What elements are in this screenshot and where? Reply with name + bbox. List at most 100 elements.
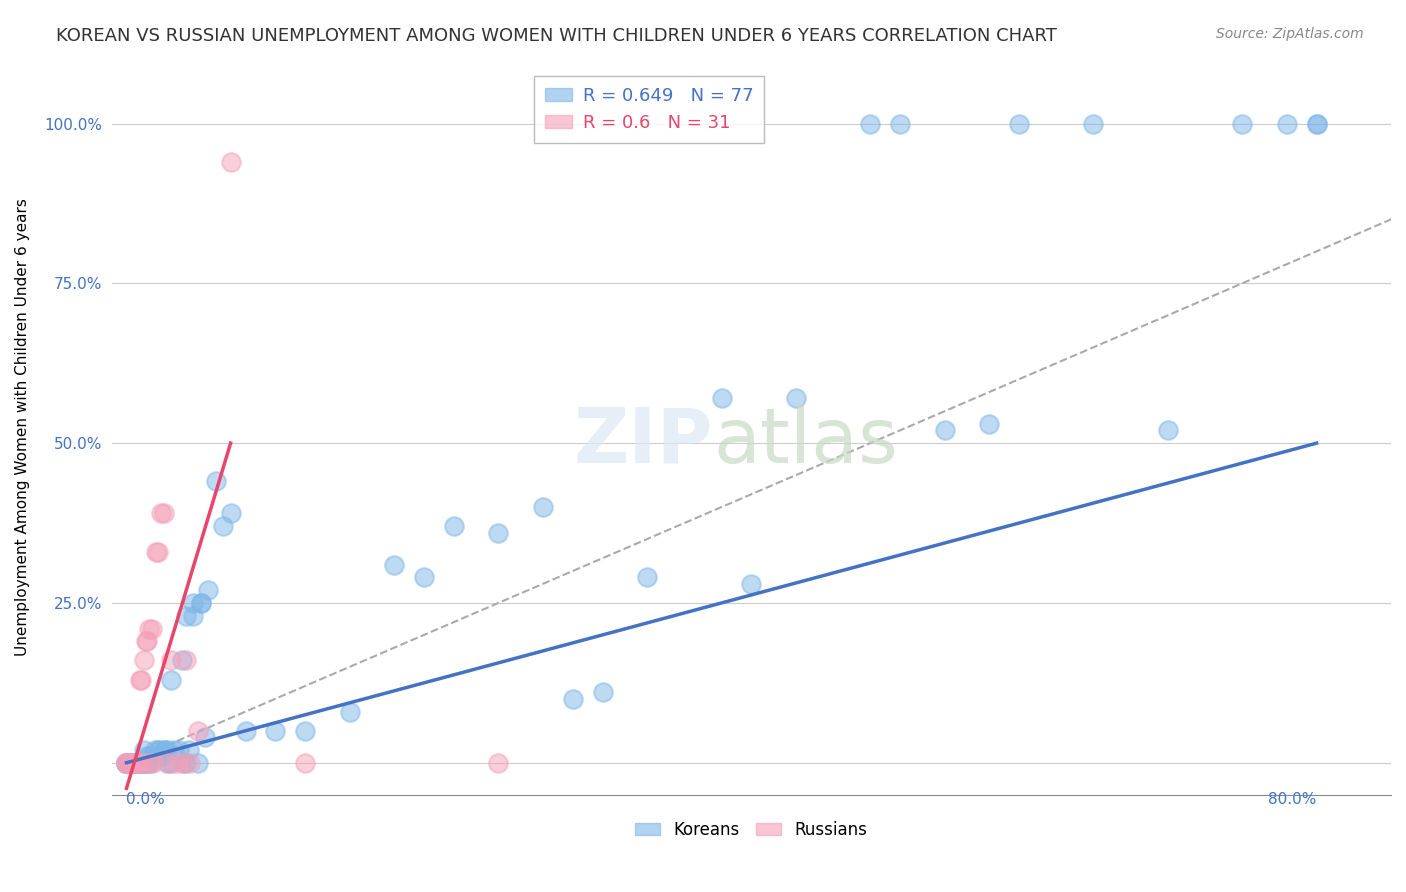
Text: KOREAN VS RUSSIAN UNEMPLOYMENT AMONG WOMEN WITH CHILDREN UNDER 6 YEARS CORRELATI: KOREAN VS RUSSIAN UNEMPLOYMENT AMONG WOM… [56, 27, 1057, 45]
Point [486, 525, 509, 540]
Point [179, 756, 201, 770]
Point [174, 653, 197, 667]
Point [131, 756, 153, 770]
Point [139, 756, 162, 770]
Point [120, 756, 142, 770]
Point [121, 756, 143, 770]
Point [486, 756, 509, 770]
Point [785, 392, 807, 406]
Point [139, 756, 162, 770]
Point [183, 608, 205, 623]
Point [152, 507, 174, 521]
Point [145, 545, 167, 559]
Point [219, 154, 242, 169]
Point [413, 570, 436, 584]
Point [145, 749, 167, 764]
Point [122, 756, 145, 770]
Point [142, 756, 165, 770]
Point [134, 653, 156, 667]
Point [115, 756, 138, 770]
Point [561, 691, 583, 706]
Point [740, 576, 762, 591]
Point [165, 756, 187, 770]
Point [149, 507, 172, 521]
Point [149, 749, 172, 764]
Point [187, 756, 209, 770]
Point [1083, 116, 1105, 130]
Point [124, 756, 146, 770]
Point [1305, 116, 1327, 130]
Point [127, 756, 149, 770]
Point [160, 653, 183, 667]
Point [382, 558, 405, 572]
Point [531, 500, 554, 514]
Point [204, 475, 226, 489]
Text: Source: ZipAtlas.com: Source: ZipAtlas.com [1216, 27, 1364, 41]
Point [294, 723, 316, 738]
Point [194, 730, 217, 744]
Point [141, 622, 163, 636]
Point [141, 749, 163, 764]
Point [131, 756, 153, 770]
Point [219, 507, 242, 521]
Point [172, 756, 194, 770]
Point [235, 723, 257, 738]
Point [1232, 116, 1254, 130]
Point [127, 756, 149, 770]
Point [636, 570, 658, 584]
Point [152, 743, 174, 757]
Point [339, 705, 361, 719]
Point [979, 417, 1001, 431]
Point [120, 756, 142, 770]
Point [118, 756, 141, 770]
Point [132, 756, 155, 770]
Point [592, 685, 614, 699]
Point [160, 756, 183, 770]
Point [197, 583, 219, 598]
Point [136, 749, 159, 764]
Text: ZIP: ZIP [574, 405, 713, 479]
Point [134, 756, 156, 770]
Point [138, 756, 160, 770]
Point [859, 116, 882, 130]
Point [174, 608, 197, 623]
Point [443, 519, 465, 533]
Point [177, 743, 200, 757]
Point [1008, 116, 1031, 130]
Point [190, 596, 212, 610]
Point [264, 723, 287, 738]
Point [163, 743, 186, 757]
Point [1157, 423, 1180, 437]
Point [212, 519, 235, 533]
Point [167, 743, 190, 757]
Point [710, 392, 733, 406]
Point [122, 756, 145, 770]
Point [1275, 116, 1298, 130]
Point [115, 756, 138, 770]
Point [131, 673, 153, 687]
Point [115, 756, 138, 770]
Point [1305, 116, 1327, 130]
Point [128, 673, 150, 687]
Point [125, 756, 148, 770]
Point [125, 756, 148, 770]
Text: 0.0%: 0.0% [127, 791, 166, 806]
Point [294, 756, 316, 770]
Point [138, 749, 160, 764]
Text: 80.0%: 80.0% [1268, 791, 1316, 806]
Text: atlas: atlas [713, 405, 898, 479]
Point [183, 596, 205, 610]
Point [156, 756, 179, 770]
Point [128, 756, 150, 770]
Legend: Koreans, Russians: Koreans, Russians [628, 814, 875, 846]
Point [934, 423, 956, 437]
Point [172, 756, 194, 770]
Point [138, 622, 160, 636]
Point [136, 634, 159, 648]
Point [190, 596, 212, 610]
Point [160, 673, 183, 687]
Point [174, 756, 197, 770]
Point [115, 756, 138, 770]
Point [115, 756, 138, 770]
Y-axis label: Unemployment Among Women with Children Under 6 years: Unemployment Among Women with Children U… [15, 198, 30, 657]
